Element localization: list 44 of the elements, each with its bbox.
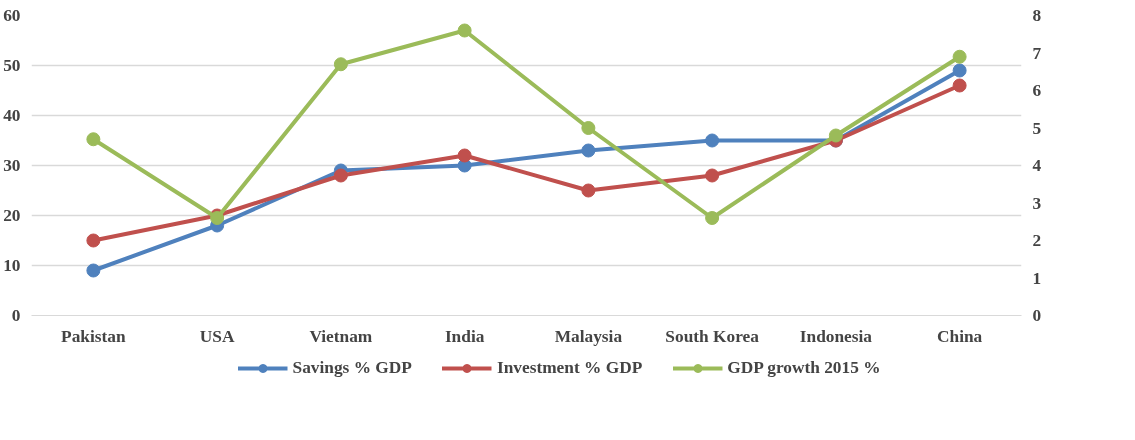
point — [86, 263, 101, 278]
point — [333, 168, 348, 183]
y-tick-label: 10 — [3, 256, 21, 275]
point — [457, 23, 472, 38]
y2-tick-label: 1 — [1032, 268, 1042, 288]
y-tick-label: 30 — [3, 156, 21, 175]
legend-label: GDP growth 2015 % — [727, 358, 881, 378]
y2-tick-label: 5 — [1032, 118, 1042, 138]
x-tick-label: South Korea — [665, 326, 760, 346]
y-tick-label: 50 — [3, 56, 21, 75]
point — [581, 121, 596, 135]
y-tick-label: 60 — [3, 6, 21, 25]
x-tick-label: China — [936, 326, 983, 346]
y2-tick-label: 3 — [1032, 193, 1042, 213]
y2-tick-label: 0 — [1032, 306, 1042, 325]
y2-tick-label: 7 — [1032, 43, 1042, 63]
point — [581, 143, 596, 158]
point — [705, 168, 720, 183]
point — [86, 233, 101, 248]
y2-tick-label: 4 — [1032, 156, 1042, 175]
point — [457, 148, 472, 163]
point — [581, 183, 596, 198]
x-tick-label: Pakistan — [61, 326, 126, 346]
point — [952, 78, 967, 93]
point — [705, 211, 720, 225]
x-tick-label: Malaysia — [554, 326, 623, 346]
x-tick-label: USA — [199, 326, 235, 346]
x-tick-label: Indonesia — [799, 326, 873, 346]
y-tick-label: 0 — [11, 306, 21, 325]
x-tick-label: India — [444, 326, 485, 346]
point — [86, 132, 101, 147]
legend-label: Investment % GDP — [496, 358, 643, 378]
point — [333, 57, 348, 72]
point — [705, 133, 720, 148]
y-tick-label: 40 — [3, 106, 21, 125]
y2-tick-label: 6 — [1032, 81, 1042, 100]
y2-tick-label: 8 — [1032, 6, 1042, 25]
y-tick-label: 20 — [3, 206, 21, 225]
y2-tick-label: 2 — [1032, 231, 1042, 250]
point — [828, 128, 843, 143]
legend-label: Savings % GDP — [292, 358, 412, 378]
point — [952, 63, 967, 78]
x-tick-label: Vietnam — [309, 326, 373, 346]
point — [952, 49, 967, 64]
